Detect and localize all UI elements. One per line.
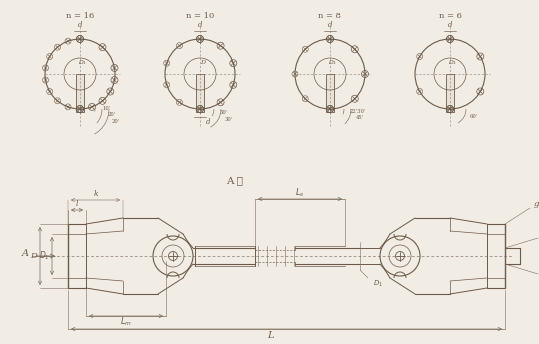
Text: 45': 45': [355, 115, 363, 119]
Bar: [326, 74, 334, 112]
Text: k: k: [93, 190, 98, 198]
Text: $L_s$: $L_s$: [295, 187, 305, 199]
Text: l: l: [76, 200, 78, 208]
Text: n = 16: n = 16: [66, 12, 94, 20]
Text: n = 6: n = 6: [439, 12, 461, 20]
Text: d: d: [198, 21, 202, 29]
Text: d: d: [328, 21, 332, 29]
Text: 10': 10': [102, 106, 110, 111]
Text: $D_1$: $D_1$: [448, 58, 458, 67]
Text: n = 10: n = 10: [186, 12, 214, 20]
Text: d: d: [448, 21, 452, 29]
Text: D: D: [30, 252, 36, 260]
Text: $D_1$: $D_1$: [39, 250, 50, 262]
Text: 60': 60': [470, 115, 478, 119]
Text: 20': 20': [112, 119, 120, 124]
Text: $L_m$: $L_m$: [120, 316, 132, 328]
Text: g: g: [534, 200, 539, 208]
Text: $D_1$: $D_1$: [328, 58, 337, 67]
Text: $D_1$: $D_1$: [78, 58, 88, 67]
Bar: [196, 74, 204, 112]
Text: 22'30': 22'30': [350, 109, 366, 114]
Bar: [446, 74, 454, 112]
Text: d: d: [206, 118, 211, 126]
Text: 30': 30': [224, 117, 232, 122]
Bar: [76, 74, 84, 112]
Text: $D_1$: $D_1$: [373, 279, 383, 289]
Text: L: L: [267, 331, 273, 340]
Text: d: d: [78, 21, 82, 29]
Text: n = 8: n = 8: [319, 12, 342, 20]
Text: D: D: [201, 61, 205, 65]
Text: 20': 20': [108, 112, 116, 117]
Text: 30': 30': [219, 110, 227, 115]
Text: A 向: A 向: [226, 176, 244, 185]
Text: A: A: [22, 249, 29, 258]
